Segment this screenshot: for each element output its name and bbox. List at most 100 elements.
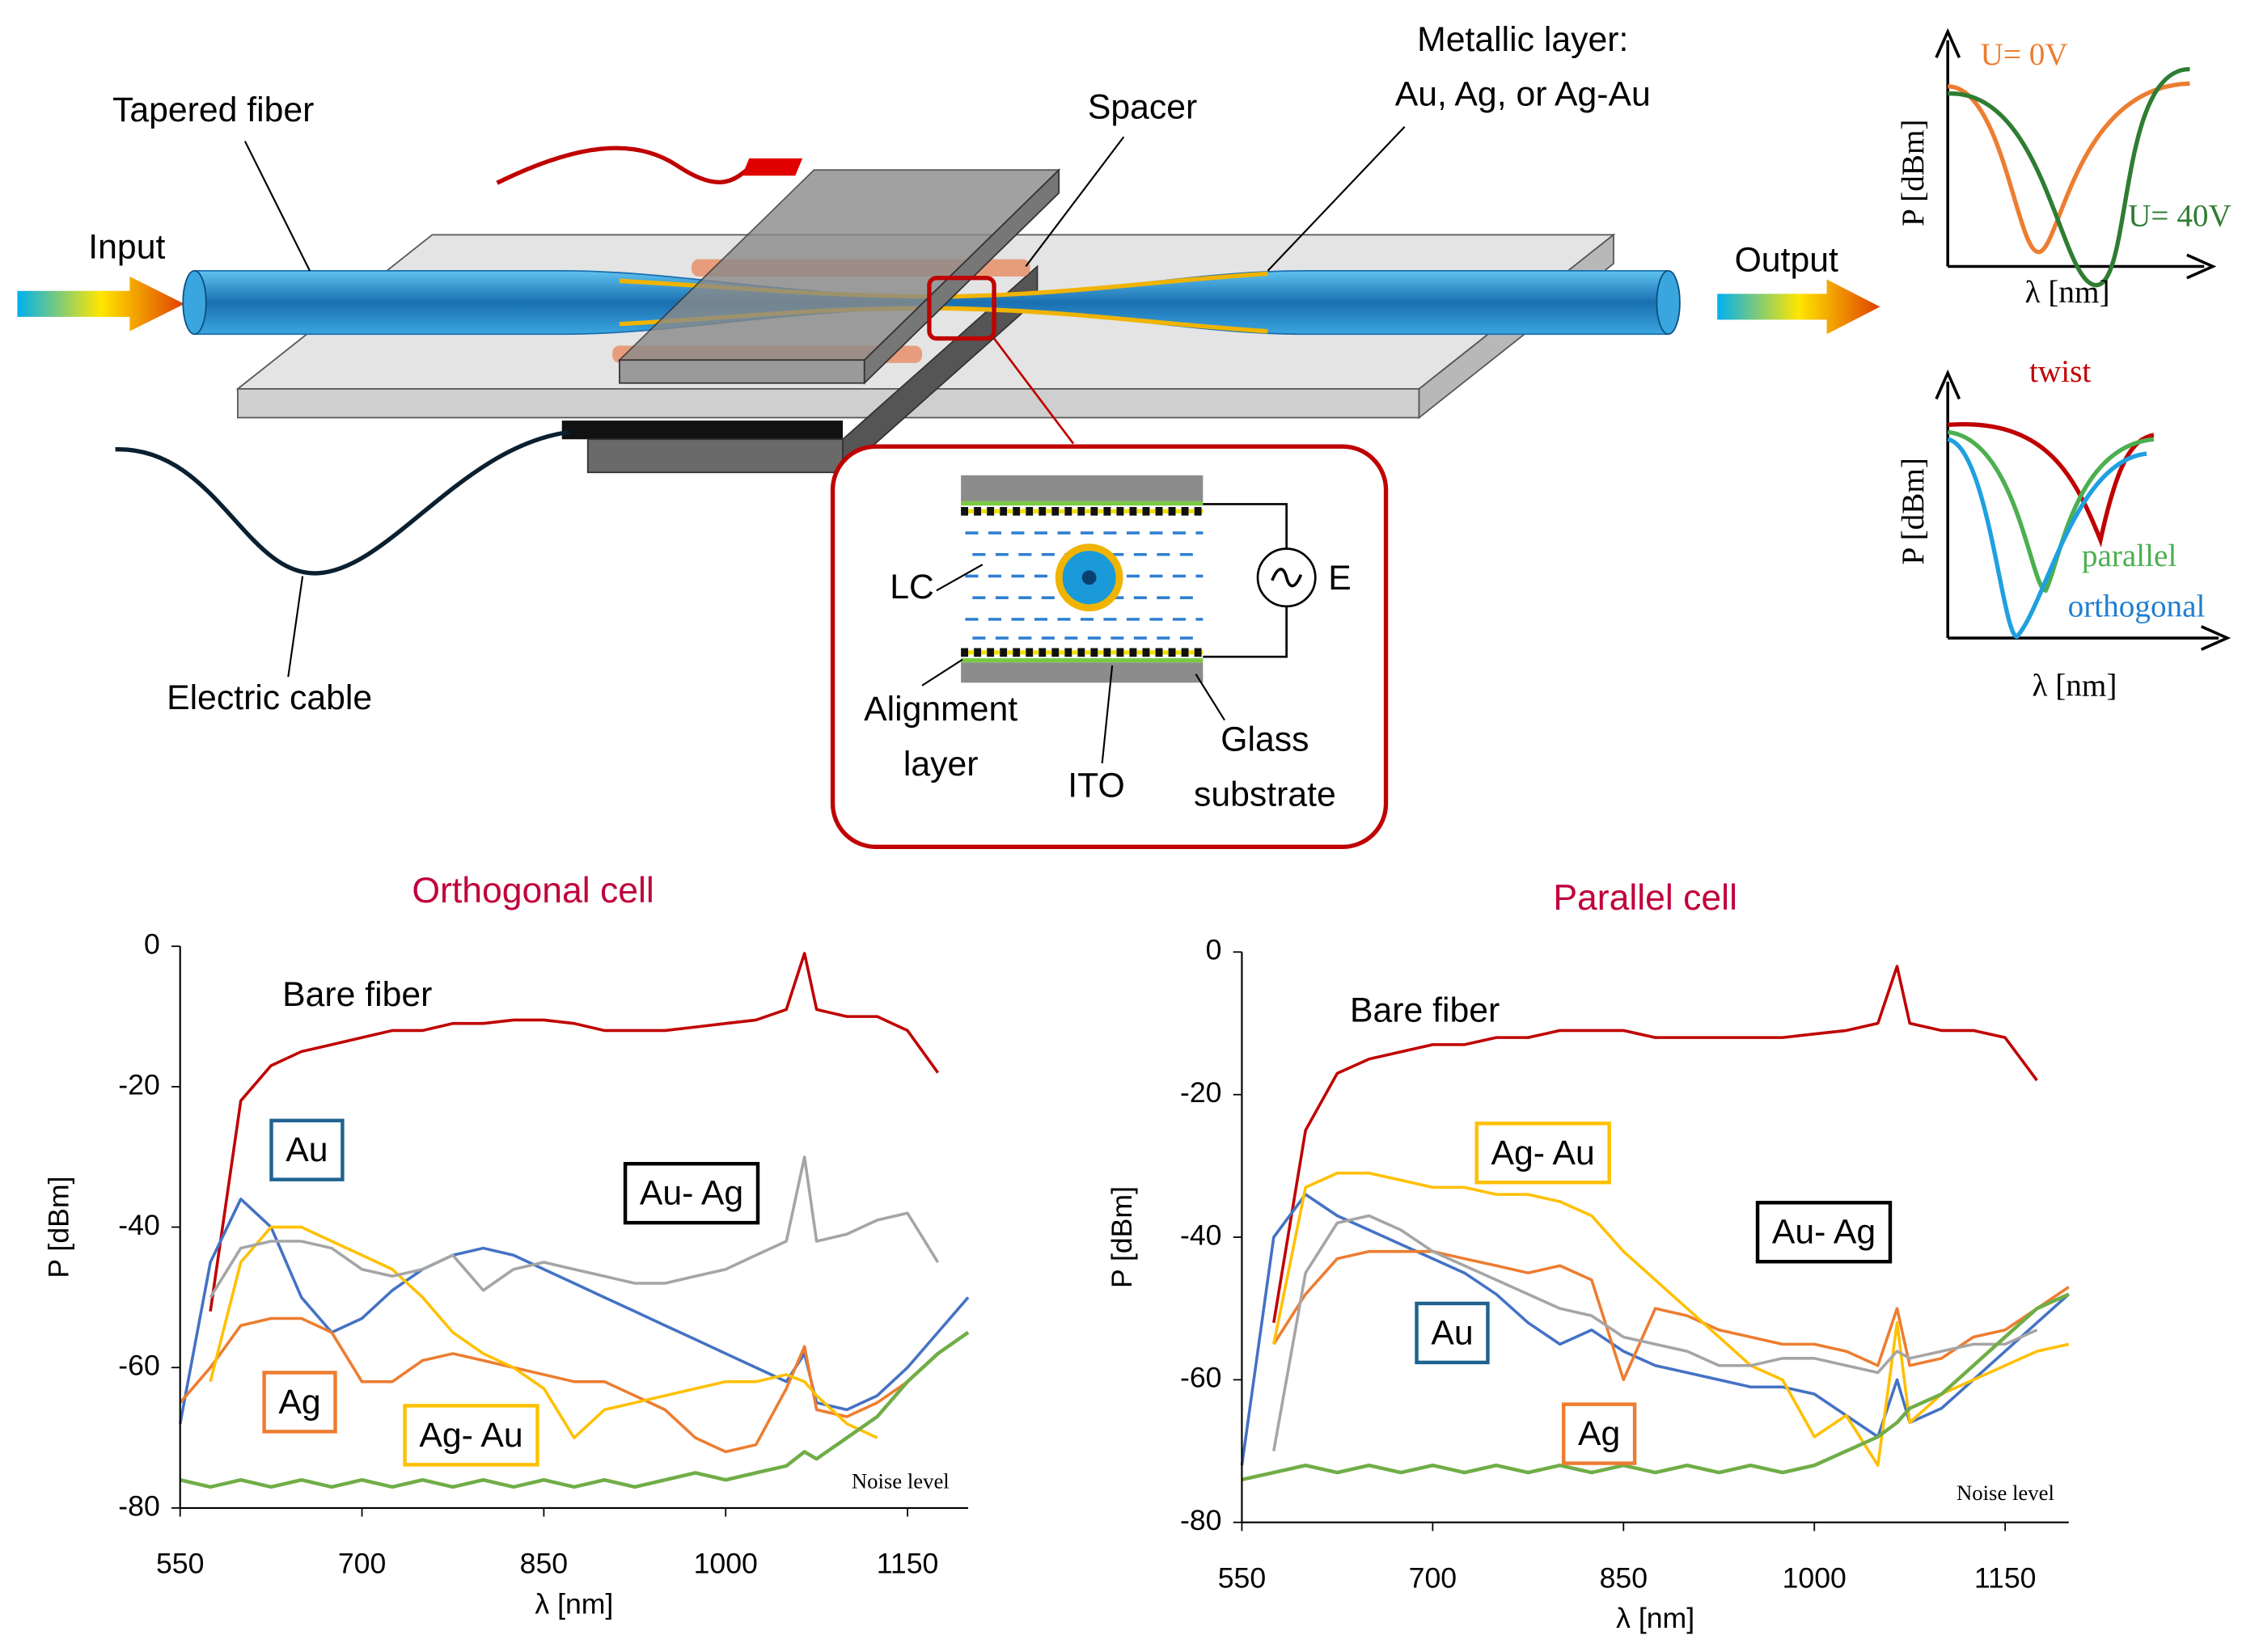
x-axis-label: λ [nm] xyxy=(1616,1602,1694,1634)
circuit-wire xyxy=(1203,503,1288,658)
inset-curve xyxy=(1947,437,2147,639)
series-line xyxy=(209,1225,878,1439)
label: Tapered fiber xyxy=(112,91,314,129)
fiber-end xyxy=(1656,269,1681,336)
x-tick-label: 850 xyxy=(520,1548,568,1580)
inset-label: orthogonal xyxy=(2068,589,2206,623)
inset-label: U= 40V xyxy=(2128,199,2232,234)
fiber-core xyxy=(1081,570,1097,585)
input-arrow xyxy=(17,276,185,332)
series-line xyxy=(1272,1249,2070,1382)
x-axis-label: λ [nm] xyxy=(535,1587,613,1620)
label: substrate xyxy=(1194,775,1336,813)
inset-axis-label: λ [nm] xyxy=(2032,668,2117,703)
inset-axis-label: λ [nm] xyxy=(2025,275,2110,310)
inset-axis-label: P [dBm] xyxy=(1896,458,1931,564)
x-tick-label: 700 xyxy=(1409,1561,1457,1594)
series-line xyxy=(209,1156,940,1299)
y-tick-label: 0 xyxy=(1206,934,1222,966)
inset-curve xyxy=(1948,422,2155,548)
y-tick-label: -40 xyxy=(118,1209,159,1241)
label: Au, Ag, or Ag-Au xyxy=(1395,75,1651,114)
series-label: Au- Ag xyxy=(640,1174,743,1213)
y-tick-label: -60 xyxy=(1180,1362,1221,1394)
label: Glass xyxy=(1220,720,1309,759)
series-line xyxy=(178,1198,970,1425)
series-label: Au xyxy=(286,1130,328,1169)
label: Electric cable xyxy=(167,678,372,717)
x-tick-label: 1000 xyxy=(694,1548,758,1580)
callout-box xyxy=(830,444,1389,849)
series-label: Au xyxy=(1431,1313,1473,1352)
series-label: Bare fiber xyxy=(282,975,432,1014)
inset-axis-label: P [dBm] xyxy=(1896,120,1931,226)
lower-plate-contact xyxy=(561,420,844,440)
x-tick-label: 700 xyxy=(338,1548,386,1580)
series-line xyxy=(180,1330,970,1489)
series-label: Noise level xyxy=(852,1469,950,1494)
y-tick-label: 0 xyxy=(144,928,160,961)
inset-axes xyxy=(1935,27,2217,280)
label: Input xyxy=(88,227,165,266)
series-label-box xyxy=(262,1371,337,1434)
x-tick-label: 1150 xyxy=(1974,1561,2037,1594)
inset-label: twist xyxy=(2029,354,2091,389)
chart-title: Orthogonal cell xyxy=(412,871,654,911)
zoom-line xyxy=(993,337,1075,445)
series-label-box xyxy=(623,1161,760,1225)
series-line xyxy=(179,1316,970,1454)
series-line xyxy=(1272,965,2038,1324)
inset-chart: twist parallel orthogonal P [dBm] λ [nm] xyxy=(1896,354,2232,703)
y-tick-label: -80 xyxy=(1180,1504,1221,1536)
label: Metallic layer: xyxy=(1417,20,1628,59)
series-label-box xyxy=(269,1118,345,1181)
label: E xyxy=(1328,559,1352,598)
x-tick-label: 1000 xyxy=(1783,1561,1847,1594)
label: Alignment xyxy=(864,690,1017,729)
output-arrow xyxy=(1717,279,1880,335)
y-tick-label: -20 xyxy=(1180,1076,1221,1109)
y-axis-label: P [dBm] xyxy=(1106,1186,1138,1288)
series-line xyxy=(1272,1214,2038,1451)
inset-label: parallel xyxy=(2082,539,2177,573)
y-tick-label: -80 xyxy=(118,1489,159,1522)
ac-symbol xyxy=(1271,568,1303,588)
series-label-box xyxy=(403,1404,539,1467)
zoom-box xyxy=(927,276,996,341)
y-axis-label: P [dBm] xyxy=(42,1177,74,1278)
ito-layer xyxy=(961,501,1204,506)
red-connector xyxy=(742,158,803,176)
series-label: Ag xyxy=(1578,1414,1620,1453)
y-tick-label: -60 xyxy=(118,1350,159,1382)
leader-lines xyxy=(243,126,1406,764)
series-line xyxy=(1272,1171,2070,1467)
electric-cable xyxy=(115,429,569,576)
x-tick-label: 550 xyxy=(1218,1561,1266,1594)
series-label: Noise level xyxy=(1957,1481,2054,1505)
glass-layer xyxy=(961,662,1204,683)
x-tick-label: 1150 xyxy=(877,1548,939,1580)
y-tick-label: -20 xyxy=(118,1068,159,1101)
series-label-box xyxy=(1415,1301,1490,1365)
series-line xyxy=(1241,1292,2070,1481)
series-label-box xyxy=(1755,1201,1893,1264)
red-cable xyxy=(496,146,754,185)
series-label: Bare fiber xyxy=(1350,991,1500,1029)
series-label: Au- Ag xyxy=(1772,1213,1876,1252)
ito-layer xyxy=(961,657,1204,663)
x-tick-label: 550 xyxy=(156,1548,204,1580)
inset-curve xyxy=(1947,81,2190,255)
inset-axes xyxy=(1935,369,2232,651)
y-tick-label: -40 xyxy=(1180,1219,1221,1251)
glass-slab-front xyxy=(237,388,1420,419)
inset-curve xyxy=(1948,66,2190,288)
series-label: Ag- Au xyxy=(1491,1134,1595,1172)
label: layer xyxy=(903,745,979,784)
series-label-box xyxy=(1561,1402,1637,1465)
series-label: Ag- Au xyxy=(419,1416,522,1455)
glass-layer xyxy=(961,475,1204,501)
inset-chart: U= 0V U= 40V P [dBm] λ [nm] xyxy=(1896,27,2232,310)
series-line xyxy=(1240,1193,2071,1466)
